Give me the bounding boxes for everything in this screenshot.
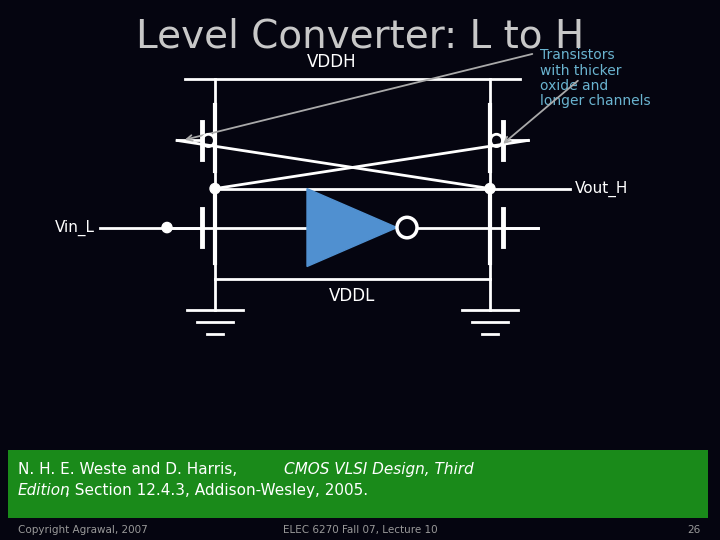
Text: oxide and: oxide and (540, 79, 608, 93)
Text: ELEC 6270 Fall 07, Lecture 10: ELEC 6270 Fall 07, Lecture 10 (283, 525, 437, 535)
Text: CMOS VLSI Design, Third: CMOS VLSI Design, Third (284, 462, 474, 477)
Text: N. H. E. Weste and D. Harris,: N. H. E. Weste and D. Harris, (18, 462, 242, 477)
Text: VDDL: VDDL (329, 287, 375, 305)
Text: Edition: Edition (18, 483, 71, 498)
Bar (8, 450, 708, 518)
Circle shape (210, 184, 220, 194)
Polygon shape (307, 188, 397, 267)
Circle shape (162, 222, 172, 233)
Text: Transistors: Transistors (540, 48, 615, 62)
Text: Vin_L: Vin_L (55, 219, 95, 235)
Text: 26: 26 (687, 525, 700, 535)
Text: Vout_H: Vout_H (575, 180, 629, 197)
Text: with thicker: with thicker (540, 64, 621, 78)
Circle shape (485, 184, 495, 194)
Text: longer channels: longer channels (540, 94, 651, 109)
Text: , Section 12.4.3, Addison-Wesley, 2005.: , Section 12.4.3, Addison-Wesley, 2005. (65, 483, 368, 498)
Text: VDDH: VDDH (307, 53, 357, 71)
Text: Level Converter: L to H: Level Converter: L to H (136, 17, 584, 56)
Text: Copyright Agrawal, 2007: Copyright Agrawal, 2007 (18, 525, 148, 535)
